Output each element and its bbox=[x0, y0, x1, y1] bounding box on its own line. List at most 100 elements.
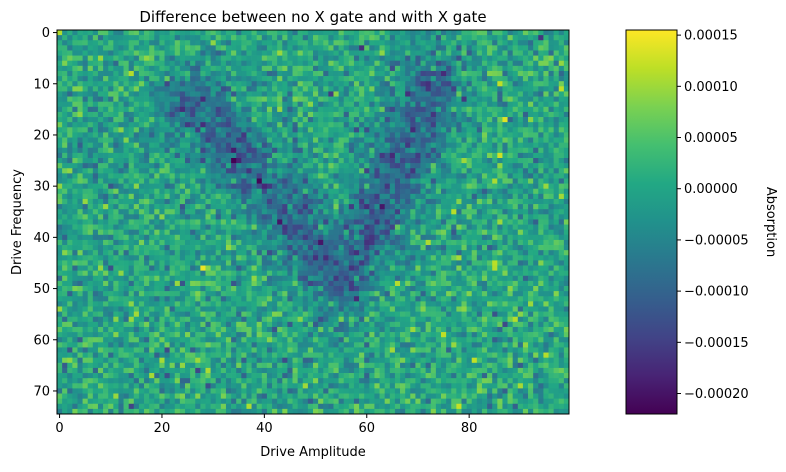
heatmap-cell bbox=[205, 265, 211, 271]
heatmap-cell bbox=[159, 214, 165, 220]
heatmap-cell bbox=[348, 158, 355, 164]
heatmap-cell bbox=[138, 137, 145, 143]
heatmap-cell bbox=[272, 209, 278, 215]
heatmap-cell bbox=[405, 178, 411, 184]
heatmap-cell bbox=[497, 132, 503, 138]
heatmap-cell bbox=[113, 198, 119, 205]
heatmap-cell bbox=[364, 132, 370, 138]
heatmap-cell bbox=[323, 50, 329, 56]
heatmap-cell bbox=[441, 158, 447, 164]
heatmap-cell bbox=[420, 260, 426, 266]
heatmap-cell bbox=[87, 173, 94, 179]
heatmap-cell bbox=[92, 158, 99, 164]
heatmap-cell bbox=[195, 65, 201, 72]
heatmap-cell bbox=[215, 173, 222, 179]
heatmap-cell bbox=[374, 142, 380, 149]
heatmap-cell bbox=[333, 35, 339, 41]
heatmap-cell bbox=[369, 70, 375, 77]
heatmap-cell bbox=[512, 91, 519, 97]
heatmap-cell bbox=[348, 65, 355, 72]
heatmap-cell bbox=[420, 65, 426, 72]
heatmap-cell bbox=[492, 260, 498, 266]
heatmap-cell bbox=[558, 214, 565, 220]
heatmap-cell bbox=[220, 35, 227, 41]
heatmap-cell bbox=[292, 76, 298, 82]
heatmap-cell bbox=[282, 224, 288, 231]
heatmap-cell bbox=[138, 60, 145, 67]
heatmap-cell bbox=[425, 117, 432, 123]
heatmap-cell bbox=[174, 30, 181, 36]
heatmap-cell bbox=[405, 245, 411, 251]
heatmap-cell bbox=[364, 45, 370, 51]
heatmap-cell bbox=[164, 188, 170, 195]
heatmap-cell bbox=[246, 55, 252, 62]
heatmap-cell bbox=[456, 76, 462, 82]
heatmap-cell bbox=[333, 91, 339, 97]
heatmap-cell bbox=[318, 255, 324, 261]
heatmap-cell bbox=[108, 65, 114, 72]
heatmap-cell bbox=[62, 260, 68, 266]
heatmap-cell bbox=[297, 229, 304, 236]
heatmap-cell bbox=[241, 111, 247, 118]
heatmap-cell bbox=[323, 204, 329, 210]
heatmap-cell bbox=[476, 239, 483, 246]
heatmap-cell bbox=[369, 127, 375, 133]
heatmap-cell bbox=[292, 275, 298, 282]
heatmap-cell bbox=[302, 280, 309, 287]
heatmap-cell bbox=[128, 250, 135, 256]
heatmap-cell bbox=[128, 209, 135, 215]
heatmap-cell bbox=[446, 137, 452, 143]
heatmap-cell bbox=[179, 193, 186, 200]
heatmap-cell bbox=[251, 55, 258, 62]
heatmap-cell bbox=[251, 163, 258, 169]
heatmap-cell bbox=[435, 40, 442, 46]
heatmap-cell bbox=[466, 158, 473, 164]
heatmap-cell bbox=[190, 158, 196, 164]
heatmap-cell bbox=[343, 275, 350, 282]
heatmap-cell bbox=[138, 117, 145, 123]
heatmap-cell bbox=[205, 60, 211, 67]
heatmap-cell bbox=[507, 96, 514, 103]
heatmap-cell bbox=[338, 255, 345, 261]
heatmap-cell bbox=[174, 178, 181, 184]
heatmap-cell bbox=[108, 163, 114, 169]
heatmap-cell bbox=[313, 204, 319, 210]
heatmap-cell bbox=[277, 204, 283, 210]
heatmap-cell bbox=[261, 193, 268, 200]
heatmap-cell bbox=[476, 55, 483, 62]
heatmap-cell bbox=[313, 35, 319, 41]
heatmap-cell bbox=[195, 168, 201, 174]
heatmap-cell bbox=[179, 60, 186, 67]
heatmap-cell bbox=[538, 50, 544, 56]
heatmap-cell bbox=[466, 106, 473, 113]
heatmap-cell bbox=[97, 50, 104, 56]
heatmap-cell bbox=[533, 250, 539, 256]
heatmap-cell bbox=[517, 137, 524, 143]
heatmap-cell bbox=[461, 224, 467, 231]
heatmap-cell bbox=[394, 158, 401, 164]
heatmap-cell bbox=[82, 101, 89, 108]
heatmap-cell bbox=[277, 214, 283, 220]
heatmap-cell bbox=[507, 86, 514, 92]
heatmap-cell bbox=[451, 122, 457, 128]
heatmap-cell bbox=[512, 188, 519, 195]
heatmap-cell bbox=[492, 40, 498, 46]
heatmap-cell bbox=[149, 224, 155, 231]
heatmap-cell bbox=[113, 137, 119, 143]
heatmap-cell bbox=[435, 193, 442, 200]
heatmap-cell bbox=[400, 76, 406, 82]
heatmap-cell bbox=[195, 55, 201, 62]
heatmap-cell bbox=[77, 163, 83, 169]
heatmap-cell bbox=[185, 137, 191, 143]
heatmap-cell bbox=[389, 198, 396, 205]
heatmap-cell bbox=[133, 70, 140, 77]
heatmap-cell bbox=[236, 183, 242, 190]
heatmap-cell bbox=[128, 234, 135, 241]
heatmap-cell bbox=[261, 30, 268, 36]
heatmap-cell bbox=[287, 260, 293, 266]
heatmap-cell bbox=[297, 76, 304, 82]
heatmap-cell bbox=[348, 250, 355, 256]
heatmap-cell bbox=[82, 152, 89, 159]
heatmap-cell bbox=[415, 127, 421, 133]
heatmap-cell bbox=[57, 209, 63, 215]
